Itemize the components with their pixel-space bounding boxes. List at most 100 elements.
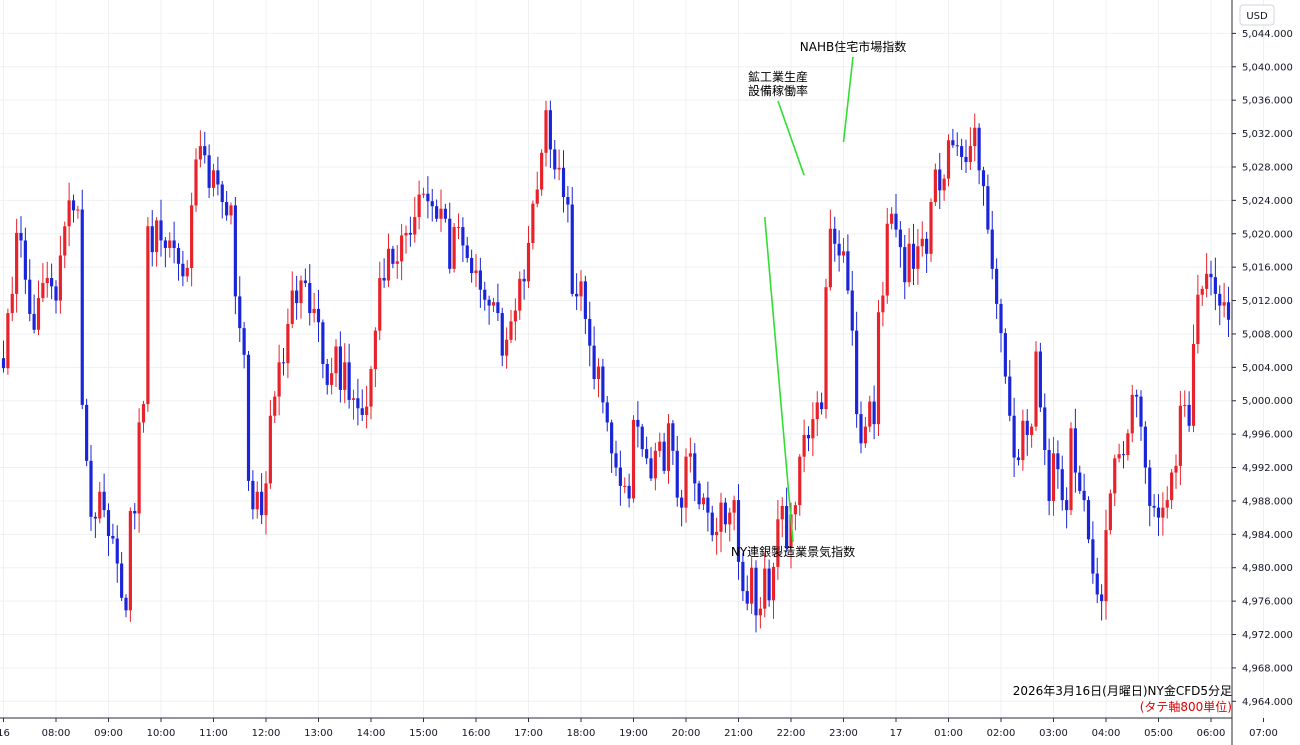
candle-body: [417, 194, 421, 218]
time-tick-label: 18:00: [567, 728, 596, 739]
time-tick-label: 17:00: [514, 728, 543, 739]
price-tick-label: 4,968.000: [1242, 663, 1293, 674]
candle-body: [32, 313, 36, 330]
candle-body: [190, 205, 194, 268]
candle-body: [194, 159, 198, 206]
candle-body: [583, 281, 587, 319]
candle-body: [570, 204, 574, 294]
candle-body: [535, 189, 539, 204]
candle-body: [260, 491, 264, 516]
annotation-label: NY連銀製造業景気指数: [731, 544, 855, 559]
time-axis[interactable]: 16 08:00 09:00 10:00 11:00 12:00 13:00 14:00 15:…: [0, 718, 1278, 739]
time-tick-label: 19:00: [619, 728, 648, 739]
candle-body: [36, 298, 41, 330]
candle-body: [951, 140, 955, 146]
candle-body: [1095, 573, 1099, 595]
candle-body: [115, 538, 119, 564]
time-tick-label: 10:00: [147, 728, 176, 739]
candle-body: [925, 238, 929, 254]
candle-body: [470, 257, 474, 274]
candle-body: [150, 226, 154, 253]
price-tick-label: 5,040.000: [1242, 62, 1293, 73]
time-tick-label: 04:00: [1092, 728, 1121, 739]
candle-body: [898, 229, 902, 248]
candle-body: [907, 243, 911, 283]
candle-body: [133, 510, 137, 514]
time-tick-label: 05:00: [1144, 728, 1173, 739]
price-tick-label: 4,992.000: [1242, 463, 1293, 474]
candle-body: [505, 339, 509, 356]
time-tick-label: 12:00: [252, 728, 281, 739]
candle-body: [990, 229, 994, 269]
candle-body: [824, 287, 828, 410]
candle-body: [465, 245, 469, 258]
candle-body: [45, 278, 49, 284]
time-tick-label: 13:00: [304, 728, 333, 739]
price-tick-label: 5,012.000: [1242, 296, 1293, 307]
candle-body: [933, 169, 937, 203]
candle-body: [400, 235, 404, 262]
candle-body: [1183, 404, 1187, 406]
candle-body: [67, 200, 71, 227]
time-tick-label: 03:00: [1039, 728, 1068, 739]
time-tick-label: 20:00: [672, 728, 701, 739]
candle-body: [750, 567, 754, 604]
candle-body: [1165, 500, 1169, 508]
candle-body: [955, 145, 959, 147]
candle-body: [1051, 453, 1056, 501]
candle-body: [1121, 454, 1126, 456]
candle-body: [229, 205, 233, 216]
candle-body: [63, 226, 67, 256]
candle-body: [903, 247, 907, 283]
annotation-label: 鉱工業生産: [748, 69, 808, 84]
time-tick-label: 06:00: [1197, 728, 1226, 739]
candle-body: [365, 406, 369, 415]
price-tick-label: 4,984.000: [1242, 530, 1293, 541]
candle-body: [833, 228, 837, 244]
candle-body: [806, 434, 811, 439]
candle-body: [1104, 530, 1108, 602]
candle-body: [1143, 426, 1147, 468]
price-axis[interactable]: 4,964.000 4,968.000 4,972.000 4,976.000 4,98…: [1232, 29, 1293, 708]
currency-badge-box: [1239, 4, 1275, 26]
candle-body: [518, 278, 522, 311]
price-tick-label: 5,024.000: [1242, 196, 1293, 207]
candle-body: [413, 217, 417, 235]
candle-body: [1038, 351, 1042, 408]
candle-body: [1078, 472, 1082, 491]
price-tick-label: 5,004.000: [1242, 363, 1293, 374]
candle-body: [106, 510, 111, 536]
candle-body: [1170, 472, 1174, 501]
candle-body: [938, 169, 942, 191]
candle-body: [706, 497, 710, 513]
grid-lines: [0, 0, 1264, 718]
chart-footer-note: (タテ軸800単位): [1140, 699, 1232, 714]
candle-body: [767, 568, 771, 601]
candle-body: [299, 280, 303, 304]
candle-body: [741, 561, 745, 592]
candle-body: [50, 278, 54, 287]
candle-body: [1148, 467, 1152, 506]
candle-body: [785, 505, 789, 548]
candle-body: [321, 322, 325, 365]
candle-body: [391, 248, 395, 264]
candle-body: [916, 246, 920, 269]
price-tick-label: 5,008.000: [1242, 329, 1293, 340]
annotation-line: [763, 217, 794, 543]
candle-body: [522, 278, 526, 282]
time-tick-label: 16: [0, 728, 10, 739]
currency-badge[interactable]: USD: [1239, 4, 1275, 26]
candle-body: [1091, 539, 1095, 574]
candle-body: [347, 362, 351, 400]
candle-body: [890, 213, 894, 224]
candle-body: [255, 491, 259, 510]
candle-body: [610, 422, 614, 454]
candle-body: [474, 270, 478, 274]
candle-body: [120, 563, 124, 598]
candle-body: [894, 213, 898, 230]
candle-body: [1082, 490, 1086, 501]
candle-body: [1126, 433, 1130, 456]
candle-body: [995, 268, 999, 304]
candle-body: [325, 364, 329, 385]
candle-body: [618, 467, 622, 486]
